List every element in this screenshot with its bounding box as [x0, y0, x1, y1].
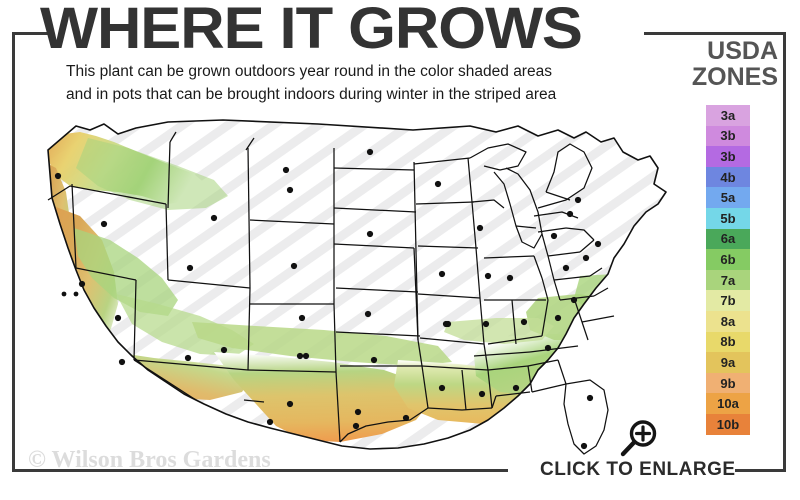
zone-swatch-10a-14[interactable]: 10a: [706, 393, 750, 414]
frame-bottom-left-segment: [12, 469, 508, 472]
zone-swatch-3b-2[interactable]: 3b: [706, 146, 750, 167]
zone-swatch-7a-8[interactable]: 7a: [706, 269, 750, 291]
zone-swatch-9a-12[interactable]: 9a: [706, 352, 750, 373]
zone-label: 6b: [720, 251, 736, 267]
zone-label: 5a: [720, 190, 736, 206]
zone-label: 10b: [716, 416, 740, 432]
zone-label: 7a: [720, 272, 736, 288]
zone-label: 7b: [720, 293, 736, 309]
zone-swatch-3b-1[interactable]: 3b: [706, 125, 750, 147]
zone-swatch-9b-13[interactable]: 9b: [706, 372, 750, 394]
zone-swatch-7b-9[interactable]: 7b: [706, 290, 750, 311]
legend-title: USDA ZONES: [648, 38, 778, 90]
page-subtitle: This plant can be grown outdoors year ro…: [66, 60, 626, 106]
zone-label: 9a: [720, 354, 736, 370]
zone-swatch-5a-4[interactable]: 5a: [706, 187, 750, 208]
zone-swatch-8b-11[interactable]: 8b: [706, 331, 750, 353]
zone-label: 10a: [717, 396, 739, 412]
click-to-enlarge-label[interactable]: CLICK TO ENLARGE: [540, 459, 736, 480]
state-boundaries: [47, 119, 667, 455]
zone-label: 3b: [720, 148, 736, 164]
zone-label: 8b: [720, 334, 736, 350]
us-hardiness-map[interactable]: [18, 108, 718, 463]
legend-title-line-1: USDA: [707, 37, 778, 65]
frame-top-right-segment: [644, 32, 786, 35]
zone-swatch-8a-10[interactable]: 8a: [706, 310, 750, 332]
frame-top-left-segment: [12, 32, 48, 35]
frame-right-segment: [783, 32, 786, 472]
subtitle-line-2: and in pots that can be brought indoors …: [66, 86, 557, 103]
zone-label: 8a: [720, 313, 736, 329]
city-marker-dots: [54, 148, 602, 450]
zone-swatch-10b-15[interactable]: 10b: [706, 413, 750, 435]
zone-label: 4b: [720, 169, 736, 185]
zone-swatch-6b-7[interactable]: 6b: [706, 249, 750, 270]
frame-bottom-right-segment: [735, 469, 786, 472]
zone-label: 5b: [720, 210, 736, 226]
zone-label: 3b: [720, 128, 736, 144]
zone-swatch-6a-6[interactable]: 6a: [706, 228, 750, 250]
frame-left-segment: [12, 32, 15, 472]
usda-zone-legend[interactable]: 3a 3b 3b 4b 5a 5b 6a 6b 7a 7b 8a 8b 9a 9b 10a 10b: [706, 105, 750, 435]
zone-label: 6a: [720, 231, 736, 247]
legend-title-line-2: ZONES: [691, 63, 778, 91]
page-title: WHERE IT GROWS: [40, 0, 583, 61]
copyright-notice: © Wilson Bros Gardens: [28, 447, 271, 473]
zone-label: 3a: [720, 107, 736, 123]
subtitle-line-1: This plant can be grown outdoors year ro…: [66, 63, 552, 80]
zone-swatch-3a-0[interactable]: 3a: [706, 105, 750, 126]
zone-swatch-4b-3[interactable]: 4b: [706, 166, 750, 188]
zone-label: 9b: [720, 375, 736, 391]
magnifier-plus-icon[interactable]: [616, 416, 662, 462]
zone-swatch-5b-5[interactable]: 5b: [706, 207, 750, 229]
